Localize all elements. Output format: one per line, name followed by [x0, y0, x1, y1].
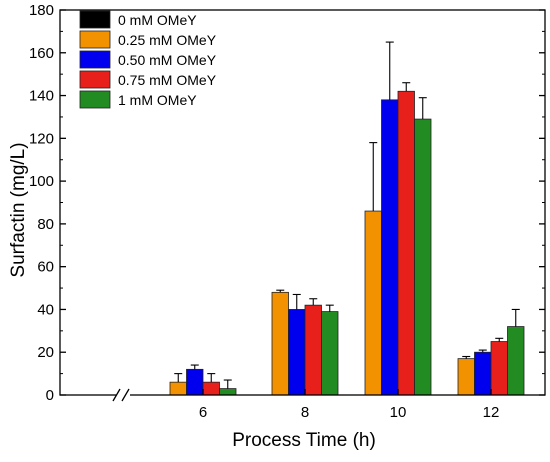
axis-break-slash [112, 388, 121, 402]
bar [457, 358, 475, 396]
legend-swatch [79, 90, 111, 109]
bar [169, 381, 187, 396]
bar [507, 326, 525, 396]
y-tick-label: 60 [37, 259, 54, 276]
x-tick-label: 12 [483, 404, 500, 421]
bar [490, 341, 508, 396]
y-tick-label: 20 [37, 344, 54, 361]
y-tick-label: 120 [29, 130, 54, 147]
bar [186, 368, 204, 396]
x-tick-label: 6 [199, 404, 207, 421]
legend-label: 0.75 mM OMeY [118, 72, 217, 88]
bar [321, 311, 339, 396]
bar [414, 118, 432, 396]
bar [202, 381, 220, 396]
bar [474, 351, 492, 396]
legend-label: 0 mM OMeY [118, 12, 197, 28]
y-axis-title: Surfactin (mg/L) [8, 142, 29, 277]
y-tick-label: 180 [29, 2, 54, 19]
axis-break-slash [121, 388, 130, 402]
y-tick-label: 80 [37, 216, 54, 233]
y-tick-label: 160 [29, 45, 54, 62]
bar [288, 309, 306, 396]
bar [219, 388, 237, 396]
legend-swatch [79, 50, 111, 69]
legend: 0 mM OMeY 0.25 mM OMeY 0.50 mM OMeY 0.75 mM… [79, 10, 217, 109]
x-tick-label: 8 [301, 404, 309, 421]
legend-swatch [79, 10, 111, 29]
y-tick-label: 100 [29, 173, 54, 190]
bar [364, 210, 382, 396]
legend-swatch [79, 70, 111, 89]
y-tick-label: 140 [29, 88, 54, 105]
bar [304, 304, 322, 396]
bars-layer [169, 41, 525, 396]
x-axis-title: Process Time (h) [232, 430, 376, 451]
y-tick-label: 0 [46, 387, 54, 404]
legend-label: 0.25 mM OMeY [118, 32, 217, 48]
legend-label: 1 mM OMeY [118, 92, 197, 108]
bar [381, 99, 399, 396]
bar [271, 291, 289, 396]
x-tick-label: 10 [390, 404, 407, 421]
axes-layer: 0 20 40 60 80 100 120 140 160 180 6 8 10 12 [29, 2, 546, 421]
legend-swatch [79, 30, 111, 49]
bar [397, 90, 415, 396]
y-tick-label: 40 [37, 301, 54, 318]
legend-label: 0.50 mM OMeY [118, 52, 217, 68]
